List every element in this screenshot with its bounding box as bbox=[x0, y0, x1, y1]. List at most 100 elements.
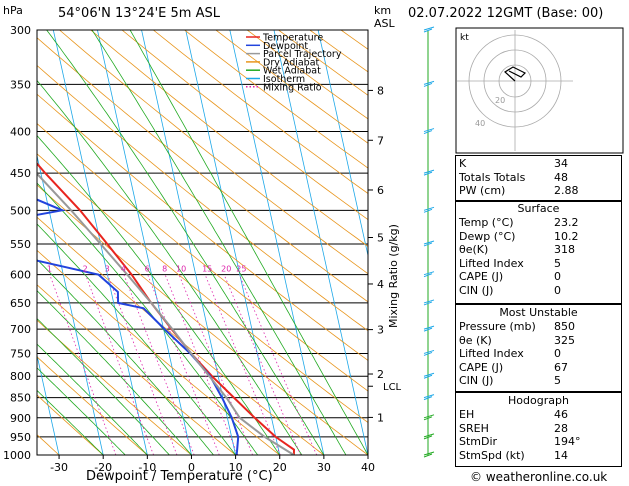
most-unstable-box bbox=[455, 304, 622, 392]
wind-barb bbox=[423, 240, 435, 247]
surface-row: CIN (J) 0 bbox=[459, 283, 561, 297]
dry-adiabat-line bbox=[37, 394, 104, 455]
indices-table: K 34 Totals Totals 48 PW (cm) 2.88 bbox=[455, 157, 622, 198]
km-tick-label: 8 bbox=[377, 84, 384, 97]
mu-row: CIN (J) 5 bbox=[459, 374, 561, 388]
legend-entry: Temperature bbox=[262, 33, 323, 44]
dry-adiabat-line bbox=[37, 184, 368, 455]
pressure-tick-label: 1000 bbox=[3, 449, 31, 462]
pressure-tick-label: 400 bbox=[10, 126, 31, 139]
axes: 3003504004505005506006507007508008509009… bbox=[3, 24, 402, 474]
hodograph: kt 20 40 bbox=[455, 27, 624, 154]
dry-adiabat-line bbox=[90, 30, 368, 247]
wind-barb bbox=[423, 349, 435, 356]
mixing-ratio-label: 2 bbox=[83, 265, 88, 274]
wind-barb bbox=[423, 394, 435, 401]
mixing-ratio-line bbox=[107, 274, 178, 455]
wet-adiabat-line bbox=[37, 318, 170, 455]
dry-adiabat-line bbox=[37, 37, 368, 303]
wet-adiabat-line bbox=[37, 343, 148, 455]
hodograph-ring-label: 20 bbox=[495, 96, 505, 105]
surface-row: θe(K) 318 bbox=[459, 243, 575, 257]
pressure-tick-label: 650 bbox=[10, 297, 31, 310]
surface-table: Surface Temp (°C) 23.2 Dewp (°C) 10.2 θe(K… bbox=[455, 202, 622, 298]
mixing-ratio-line bbox=[164, 274, 239, 455]
mu-row: CAPE (J) 67 bbox=[459, 360, 568, 374]
dry-adiabat-line bbox=[37, 216, 325, 455]
dry-adiabat-line bbox=[37, 284, 236, 455]
x-axis-label: Dewpoint / Temperature (°C) bbox=[86, 469, 273, 484]
pressure-tick-label: 600 bbox=[10, 269, 31, 282]
x-tick-label: -30 bbox=[50, 461, 68, 474]
mixing-ratio-label: 3 bbox=[105, 265, 110, 274]
x-tick-label: -20 bbox=[94, 461, 112, 474]
most-unstable-table: Most Unstable Pressure (mb) 850 θe (K) 325… bbox=[455, 306, 622, 388]
dry-adiabat-line bbox=[121, 30, 368, 221]
km-tick-label: 7 bbox=[377, 134, 384, 147]
hodograph-table-box bbox=[455, 392, 622, 467]
mu-row: θe (K) 325 bbox=[459, 333, 575, 347]
mixing-ratio-label: 4 bbox=[121, 265, 126, 274]
hodo-row: EH 46 bbox=[459, 408, 568, 421]
surface-title: Surface bbox=[517, 202, 560, 215]
series-line-dewpoint bbox=[37, 198, 240, 455]
pressure-tick-label: 300 bbox=[10, 24, 31, 37]
series-line-parcel-trajectory bbox=[37, 172, 295, 455]
dry-adiabat-line bbox=[37, 249, 280, 455]
location-title: 54°06'N 13°24'E 5m ASL bbox=[58, 6, 220, 21]
wind-barb bbox=[423, 271, 435, 278]
isotherm-line bbox=[229, 30, 325, 455]
mu-row: Lifted Index 0 bbox=[459, 347, 561, 361]
dry-adiabat-line bbox=[37, 153, 368, 424]
isotherm-line bbox=[37, 353, 60, 455]
hodograph-trace bbox=[504, 66, 527, 82]
wet-adiabat-line bbox=[37, 389, 104, 455]
pressure-tick-label: 750 bbox=[10, 347, 31, 360]
hpa-label: hPa bbox=[3, 4, 23, 17]
pressure-tick-label: 900 bbox=[10, 412, 31, 425]
km-tick-label: 6 bbox=[377, 184, 384, 197]
legend-entry: Dewpoint bbox=[263, 41, 308, 52]
dry-adiabat-line bbox=[37, 356, 148, 455]
x-tick-label: 30 bbox=[317, 461, 331, 474]
mixing-ratio-axis-label: Mixing Ratio (g/kg) bbox=[387, 224, 400, 328]
mixing-ratio-label: 6 bbox=[145, 265, 150, 274]
profile-lines bbox=[37, 162, 296, 455]
hodograph-frame bbox=[455, 27, 624, 154]
dry-adiabat-line bbox=[184, 30, 368, 169]
mixing-ratio-line bbox=[204, 274, 281, 455]
hodograph-kt-label: kt bbox=[460, 33, 469, 43]
pressure-tick-label: 700 bbox=[10, 323, 31, 336]
mixing-ratio-line bbox=[123, 274, 195, 455]
pressure-tick-label: 450 bbox=[10, 167, 31, 180]
pressure-tick-label: 550 bbox=[10, 238, 31, 251]
mixing-ratio-label: 15 bbox=[202, 265, 212, 274]
wind-barbs bbox=[423, 26, 435, 458]
dry-adiabat-line bbox=[37, 123, 368, 392]
wind-barb bbox=[423, 433, 435, 440]
dry-adiabat-line bbox=[153, 30, 368, 195]
wet-adiabat-line bbox=[37, 134, 281, 455]
legend-entry: Mixing Ratio bbox=[263, 82, 322, 93]
x-tick-label: 0 bbox=[188, 461, 195, 474]
mixing-ratio-line bbox=[178, 274, 253, 455]
x-tick-label: -10 bbox=[138, 461, 156, 474]
dry-adiabat-line bbox=[37, 319, 192, 455]
wet-adiabat-line bbox=[46, 30, 325, 455]
pressure-tick-label: 950 bbox=[10, 431, 31, 444]
isotherm-line bbox=[273, 30, 368, 455]
isotherm-line bbox=[185, 30, 281, 455]
wind-barb bbox=[423, 414, 435, 421]
wind-barb bbox=[423, 451, 435, 458]
legend-entry: Isotherm bbox=[263, 74, 305, 85]
pressure-tick-label: 500 bbox=[10, 204, 31, 217]
index-row-totals: Totals Totals 48 bbox=[459, 170, 568, 184]
pressure-tick-label: 350 bbox=[10, 78, 31, 91]
surface-row: CAPE (J) 0 bbox=[459, 270, 561, 284]
km-tick-label: 1 bbox=[377, 411, 384, 424]
dry-adiabat-line bbox=[37, 64, 368, 332]
isotherm-line bbox=[97, 30, 192, 455]
hodograph-ring-label: 40 bbox=[475, 119, 485, 128]
